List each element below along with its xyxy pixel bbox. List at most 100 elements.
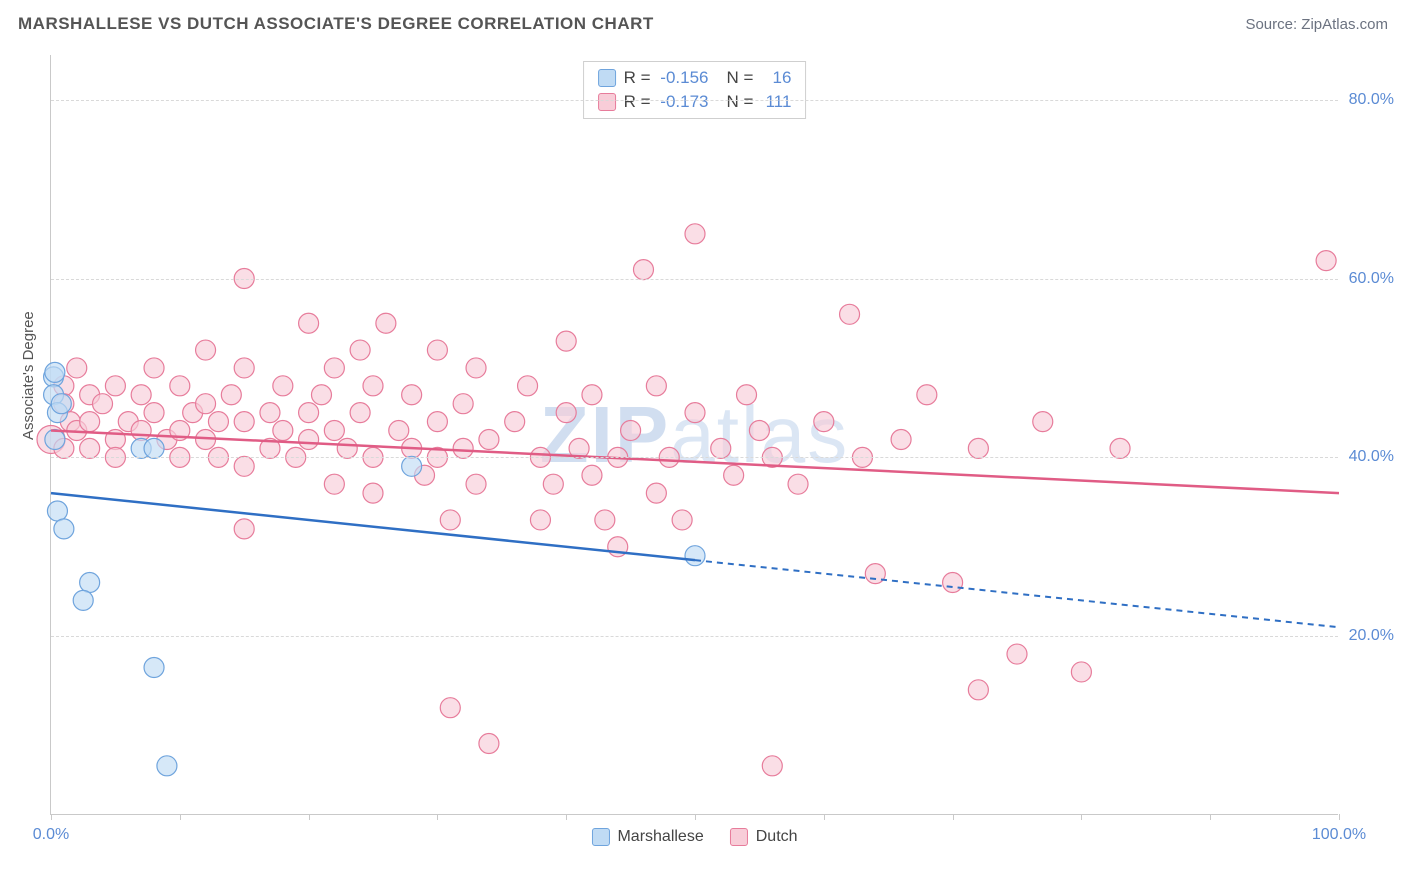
x-tick — [309, 814, 310, 820]
scatter-point — [131, 385, 151, 405]
stats-n-value: 111 — [761, 92, 791, 112]
legend-item-marshallese: Marshallese — [591, 828, 703, 846]
legend-item-dutch: Dutch — [730, 828, 798, 846]
scatter-point — [260, 403, 280, 423]
legend-swatch-marshallese — [591, 828, 609, 846]
trend-line-dashed — [695, 560, 1339, 627]
scatter-point — [749, 421, 769, 441]
scatter-point — [582, 385, 602, 405]
scatter-point — [917, 385, 937, 405]
swatch-marshallese — [598, 69, 616, 87]
x-tick — [566, 814, 567, 820]
stats-row-dutch: R = -0.173 N = 111 — [598, 90, 792, 114]
legend-label: Marshallese — [617, 828, 703, 846]
legend-label: Dutch — [756, 828, 798, 846]
y-axis-label: Associate's Degree — [20, 311, 37, 440]
legend-bottom: Marshallese Dutch — [591, 828, 797, 846]
scatter-point — [646, 483, 666, 503]
scatter-point — [273, 376, 293, 396]
scatter-point — [1110, 438, 1130, 458]
scatter-point — [453, 394, 473, 414]
gridline-h — [51, 636, 1338, 637]
x-tick — [51, 814, 52, 820]
scatter-point — [47, 501, 67, 521]
scatter-point — [73, 590, 93, 610]
gridline-h — [51, 100, 1338, 101]
scatter-point — [144, 358, 164, 378]
stats-r-value: -0.156 — [659, 68, 709, 88]
header: MARSHALLESE VS DUTCH ASSOCIATE'S DEGREE … — [18, 14, 1388, 34]
scatter-point — [440, 698, 460, 718]
scatter-point — [80, 573, 100, 593]
x-tick — [1210, 814, 1211, 820]
y-tick-label: 20.0% — [1349, 627, 1394, 645]
scatter-point — [711, 438, 731, 458]
x-tick — [824, 814, 825, 820]
scatter-point — [144, 403, 164, 423]
scatter-point — [45, 362, 65, 382]
scatter-point — [891, 429, 911, 449]
scatter-point — [788, 474, 808, 494]
scatter-point — [363, 376, 383, 396]
y-tick-label: 80.0% — [1349, 91, 1394, 109]
stats-box: R = -0.156 N = 16 R = -0.173 N = 111 — [583, 61, 807, 119]
swatch-dutch — [598, 93, 616, 111]
scatter-point — [196, 394, 216, 414]
scatter-point — [324, 474, 344, 494]
scatter-point — [479, 429, 499, 449]
scatter-point — [646, 376, 666, 396]
scatter-point — [556, 403, 576, 423]
scatter-point — [234, 358, 254, 378]
scatter-point — [51, 394, 71, 414]
chart-title: MARSHALLESE VS DUTCH ASSOCIATE'S DEGREE … — [18, 14, 654, 34]
y-tick-label: 40.0% — [1349, 448, 1394, 466]
scatter-point — [479, 733, 499, 753]
scatter-point — [968, 438, 988, 458]
x-tick — [180, 814, 181, 820]
scatter-point — [350, 340, 370, 360]
scatter-point — [453, 438, 473, 458]
scatter-point — [724, 465, 744, 485]
scatter-point — [157, 756, 177, 776]
scatter-point — [402, 456, 422, 476]
scatter-point — [273, 421, 293, 441]
stats-row-marshallese: R = -0.156 N = 16 — [598, 66, 792, 90]
stats-r-label: R = — [624, 92, 651, 112]
scatter-point — [196, 340, 216, 360]
scatter-point — [595, 510, 615, 530]
scatter-point — [389, 421, 409, 441]
scatter-point — [234, 456, 254, 476]
stats-n-value: 16 — [761, 68, 791, 88]
stats-r-value: -0.173 — [659, 92, 709, 112]
y-tick-label: 60.0% — [1349, 270, 1394, 288]
scatter-point — [440, 510, 460, 530]
x-tick — [437, 814, 438, 820]
scatter-point — [311, 385, 331, 405]
scatter-point — [299, 313, 319, 333]
scatter-point — [840, 304, 860, 324]
gridline-h — [51, 279, 1338, 280]
scatter-svg — [51, 55, 1338, 814]
scatter-point — [208, 412, 228, 432]
gridline-h — [51, 457, 1338, 458]
scatter-point — [1071, 662, 1091, 682]
scatter-point — [762, 756, 782, 776]
x-tick-label: 100.0% — [1312, 826, 1366, 844]
scatter-point — [672, 510, 692, 530]
scatter-point — [80, 438, 100, 458]
scatter-point — [427, 412, 447, 432]
scatter-point — [427, 340, 447, 360]
scatter-point — [466, 358, 486, 378]
scatter-point — [170, 376, 190, 396]
scatter-point — [685, 546, 705, 566]
scatter-point — [943, 573, 963, 593]
x-tick-label: 0.0% — [33, 826, 69, 844]
scatter-point — [324, 421, 344, 441]
x-tick — [953, 814, 954, 820]
scatter-point — [337, 438, 357, 458]
scatter-point — [1316, 251, 1336, 271]
scatter-point — [67, 358, 87, 378]
x-tick — [1339, 814, 1340, 820]
scatter-point — [402, 385, 422, 405]
scatter-point — [144, 438, 164, 458]
